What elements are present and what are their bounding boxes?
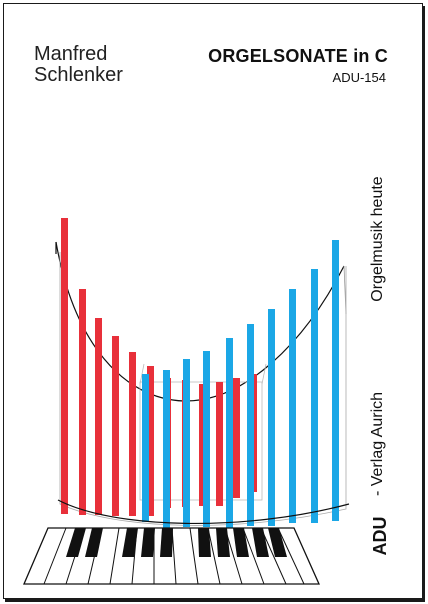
- keyboard-illustration: [23, 527, 321, 585]
- publisher-prefix: -: [369, 486, 386, 497]
- composer-first-name: Manfred: [34, 43, 108, 65]
- publisher-label: Verlag Aurich: [369, 391, 386, 487]
- logo-text: ADU: [370, 517, 390, 556]
- work-title: ORGELSONATE in C: [208, 46, 388, 66]
- adu-logo-icon: ADU: [370, 517, 390, 556]
- blue-organ-pipes: [142, 240, 339, 528]
- composer-last-name: Schlenker: [34, 64, 123, 86]
- publisher-name: - Verlag Aurich: [369, 392, 387, 496]
- composer-name: Manfred Schlenker: [34, 44, 123, 86]
- catalog-number: ADU-154: [332, 70, 386, 85]
- organ-pipes-illustration: [23, 218, 350, 585]
- score-cover: Manfred Schlenker ORGELSONATE in C ADU-1…: [3, 3, 423, 599]
